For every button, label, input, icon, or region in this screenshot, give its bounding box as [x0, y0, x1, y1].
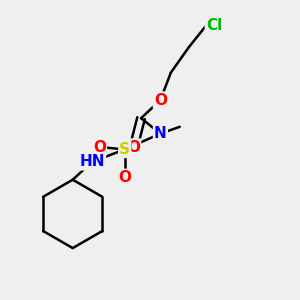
Text: O: O — [118, 170, 131, 185]
Text: N: N — [154, 126, 167, 141]
Text: O: O — [93, 140, 106, 154]
Text: HN: HN — [79, 154, 105, 169]
Text: S: S — [119, 142, 130, 157]
Text: O: O — [154, 93, 167, 108]
Text: O: O — [127, 140, 140, 154]
Text: Cl: Cl — [206, 18, 222, 33]
